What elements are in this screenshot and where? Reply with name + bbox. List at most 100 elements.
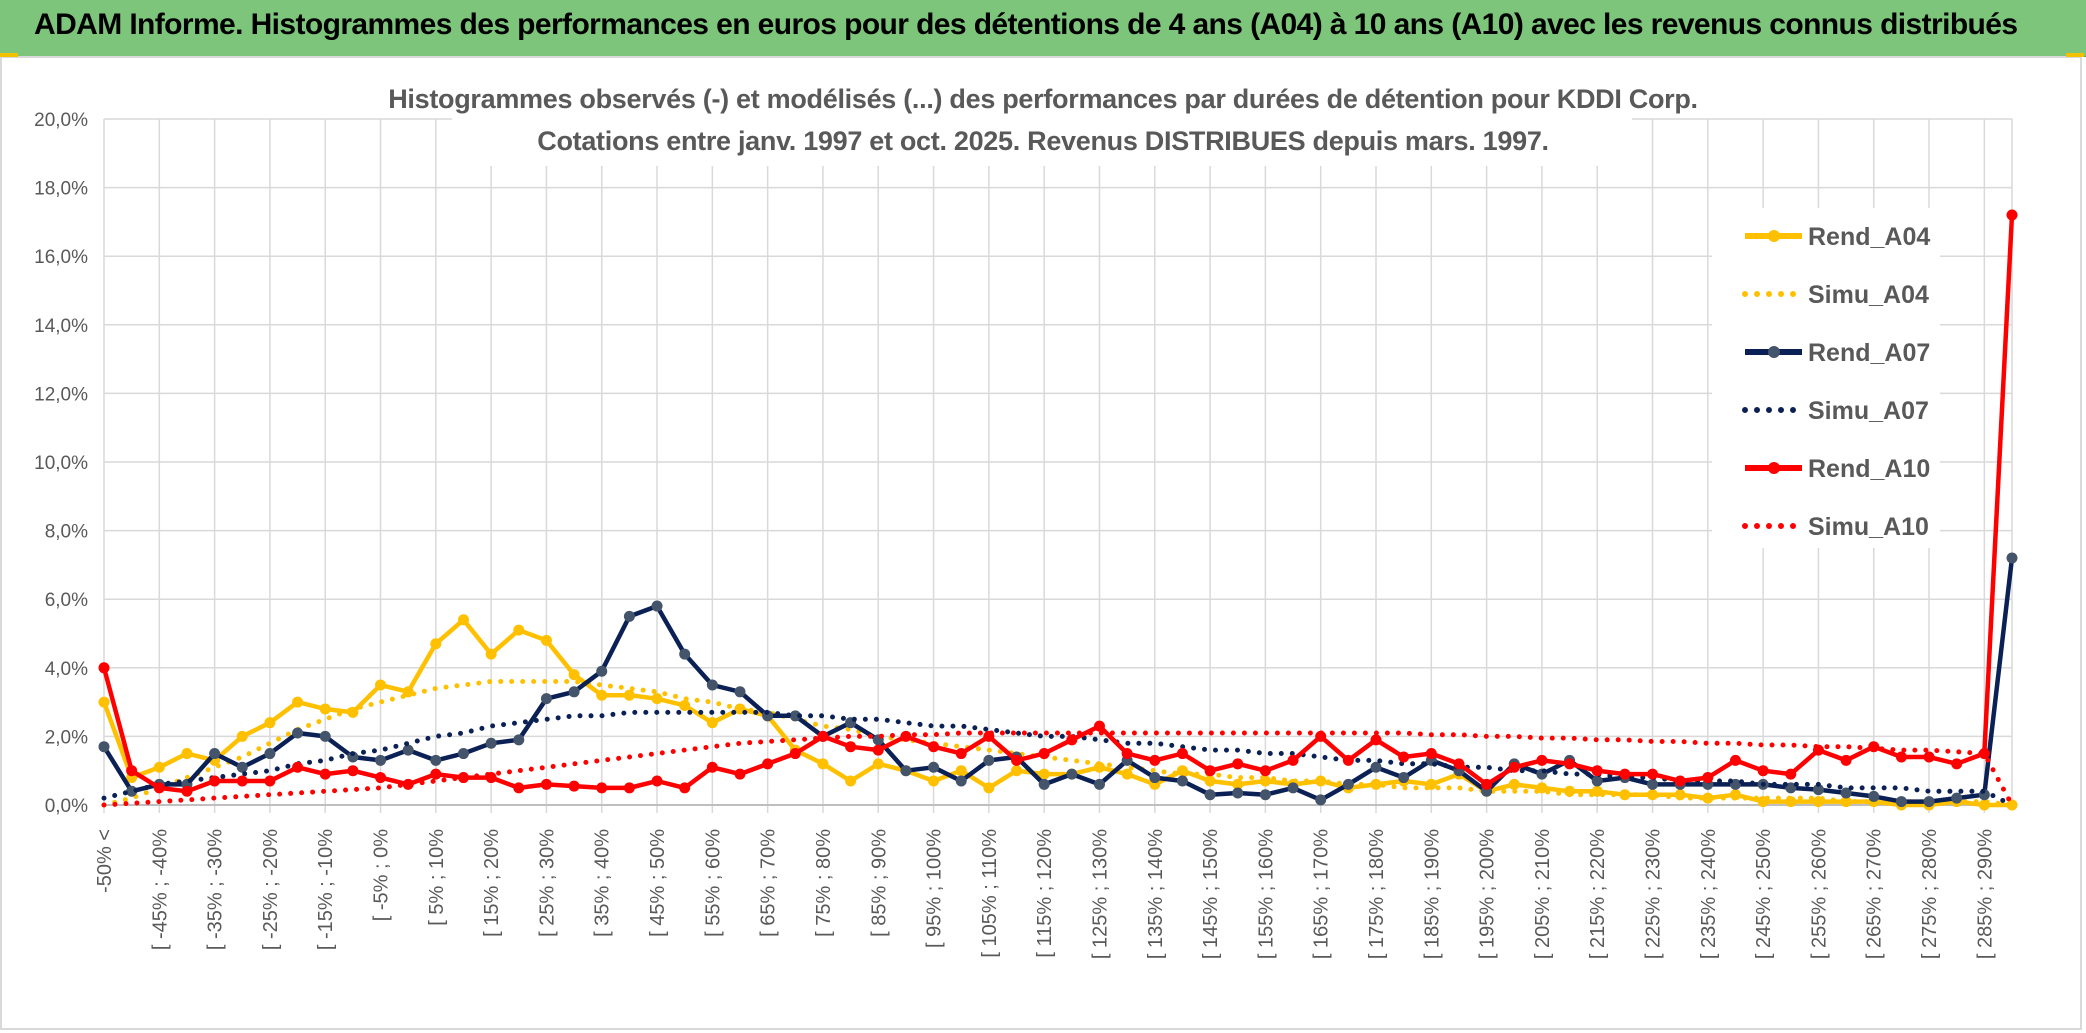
- data-point: [1564, 758, 1576, 770]
- data-point: [1398, 751, 1410, 763]
- legend-marker: [1768, 462, 1780, 474]
- data-point: [153, 761, 165, 773]
- data-point: [1121, 768, 1133, 780]
- chart-title: Histogrammes observés (-) et modélisés (…: [388, 84, 1698, 114]
- x-tick-label: [ 195% ; 200%: [1477, 829, 1499, 959]
- data-point: [983, 754, 995, 766]
- x-tick-label: [ 5% ; 10%: [426, 829, 448, 926]
- data-point: [540, 693, 552, 705]
- x-tick-label: [ 45% ; 50%: [647, 829, 669, 937]
- chart-subtitle: Cotations entre janv. 1997 et oct. 2025.…: [537, 126, 1549, 156]
- data-point: [485, 737, 497, 749]
- x-tick-label: [ 245% ; 250%: [1753, 829, 1775, 959]
- data-point: [1259, 789, 1271, 801]
- data-point: [928, 741, 940, 753]
- data-point: [1481, 778, 1493, 790]
- data-point: [1149, 772, 1161, 784]
- data-point: [1370, 734, 1382, 746]
- title-backdrop: [452, 80, 1632, 166]
- x-tick-label: [ -45% ; -40%: [149, 829, 171, 950]
- data-point: [1038, 778, 1050, 790]
- series-simu-a10: [101, 730, 2015, 808]
- legend-marker: [1768, 346, 1780, 358]
- y-tick-label: 16,0%: [34, 247, 88, 268]
- x-tick-label: [ 175% ; 180%: [1366, 829, 1388, 959]
- legend-label: Simu_A07: [1808, 397, 1929, 425]
- data-point: [430, 638, 442, 650]
- data-point: [319, 768, 331, 780]
- x-tick-label: [ 215% ; 220%: [1587, 829, 1609, 959]
- data-point: [2006, 209, 2018, 221]
- x-tick-label: -50% <: [94, 829, 116, 893]
- data-point: [1066, 734, 1078, 746]
- legend-marker: [1768, 230, 1780, 242]
- data-point: [1951, 792, 1963, 804]
- data-point: [928, 775, 940, 787]
- data-point: [734, 686, 746, 698]
- data-point: [126, 765, 138, 777]
- data-point: [1232, 778, 1244, 790]
- data-point: [457, 748, 469, 760]
- x-tick-label: [ 185% ; 190%: [1421, 829, 1443, 959]
- y-tick-label: 0,0%: [45, 796, 88, 817]
- data-point: [375, 679, 387, 691]
- data-point: [568, 780, 580, 792]
- data-point: [292, 696, 304, 708]
- data-point: [1287, 782, 1299, 794]
- data-point: [845, 741, 857, 753]
- data-point: [623, 689, 635, 701]
- data-point: [1785, 768, 1797, 780]
- y-tick-label: 2,0%: [45, 727, 88, 748]
- data-point: [1729, 754, 1741, 766]
- data-point: [402, 744, 414, 756]
- data-point: [1453, 758, 1465, 770]
- data-point: [1951, 758, 1963, 770]
- data-point: [181, 748, 193, 760]
- data-point: [900, 765, 912, 777]
- data-point: [540, 634, 552, 646]
- data-point: [1508, 778, 1520, 790]
- data-point: [98, 741, 110, 753]
- data-point: [2006, 552, 2018, 564]
- series-line: [102, 557, 2015, 804]
- data-point: [1287, 754, 1299, 766]
- data-point: [1425, 748, 1437, 760]
- data-point: [1757, 765, 1769, 777]
- x-tick-label: [ -35% ; -30%: [205, 829, 227, 950]
- data-point: [872, 758, 884, 770]
- data-point: [375, 754, 387, 766]
- y-tick-label: 20,0%: [34, 110, 88, 131]
- data-point: [679, 700, 691, 712]
- data-point: [1315, 794, 1327, 806]
- data-point: [679, 648, 691, 660]
- data-point: [98, 696, 110, 708]
- data-point: [1536, 754, 1548, 766]
- data-point: [706, 761, 718, 773]
- data-point: [264, 775, 276, 787]
- data-point: [1895, 751, 1907, 763]
- x-tick-label: [ 75% ; 80%: [813, 829, 835, 937]
- data-point: [457, 614, 469, 626]
- data-point: [430, 768, 442, 780]
- data-point: [1121, 748, 1133, 760]
- data-point: [623, 610, 635, 622]
- data-point: [679, 782, 691, 794]
- data-point: [762, 758, 774, 770]
- data-point: [1232, 787, 1244, 799]
- legend-label: Rend_A10: [1808, 455, 1930, 483]
- data-point: [651, 600, 663, 612]
- data-point: [292, 727, 304, 739]
- data-point: [1204, 765, 1216, 777]
- data-point: [513, 734, 525, 746]
- data-point: [928, 761, 940, 773]
- legend-label: Simu_A04: [1808, 281, 1929, 309]
- data-point: [1564, 785, 1576, 797]
- data-point: [845, 775, 857, 787]
- data-point: [1647, 789, 1659, 801]
- data-point: [1619, 768, 1631, 780]
- chart-frame: [0, 56, 2082, 1030]
- data-point: [1508, 761, 1520, 773]
- x-tick-label: [ 145% ; 150%: [1200, 829, 1222, 959]
- data-point: [1232, 758, 1244, 770]
- data-point: [706, 717, 718, 729]
